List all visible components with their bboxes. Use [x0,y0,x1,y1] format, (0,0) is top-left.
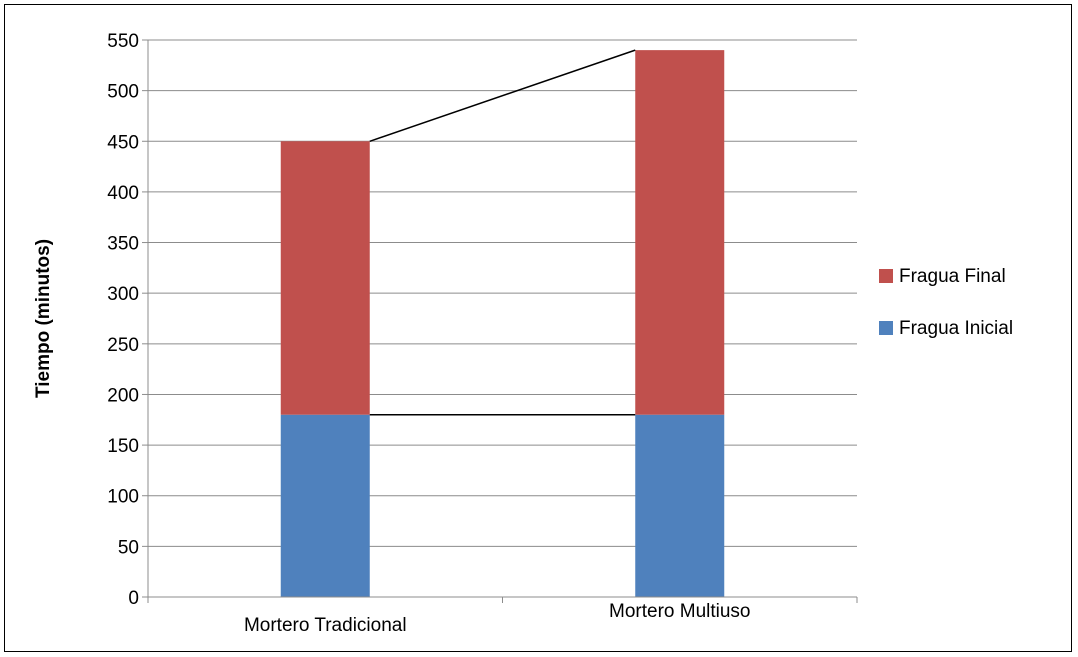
y-tick-label: 150 [107,436,139,457]
y-tick-label: 50 [118,537,139,558]
y-tick-label: 550 [107,31,139,52]
bar-segment [280,141,370,415]
y-tick-label: 200 [107,385,139,406]
legend-label: Fragua Inicial [899,318,1013,339]
y-tick-label: 0 [128,588,139,609]
bars [280,50,725,597]
chart-frame: 0 50 100 150 200 250 300 350 400 450 500 550 Mortero… [4,4,1072,652]
series-lines [369,49,636,416]
series-line [369,49,636,142]
y-tick-label: 300 [107,284,139,305]
y-tick-label: 100 [107,487,139,508]
y-tick-label: 450 [107,132,139,153]
x-category-label: Mortero Multiuso [609,601,751,622]
y-axis-title: Tiempo (minutos) [33,239,54,398]
axes [142,39,858,603]
gridlines [148,39,857,547]
legend: Fragua Final Fragua Inicial [879,266,1013,339]
tick-labels: 0 50 100 150 200 250 300 350 400 450 500 550 Mortero… [107,31,750,636]
bar-segment [635,50,725,415]
bar-segment [280,414,370,597]
legend-swatch [879,321,893,335]
y-tick-label: 400 [107,183,139,204]
x-category-label: Mortero Tradicional [244,615,407,636]
legend-label: Fragua Final [899,266,1006,287]
y-tick-label: 500 [107,82,139,103]
y-tick-label: 350 [107,234,139,255]
y-tick-label: 250 [107,335,139,356]
stacked-bar-chart: 0 50 100 150 200 250 300 350 400 450 500 550 Mortero… [33,31,1013,636]
legend-swatch [879,269,893,283]
bar-segment [635,414,725,597]
